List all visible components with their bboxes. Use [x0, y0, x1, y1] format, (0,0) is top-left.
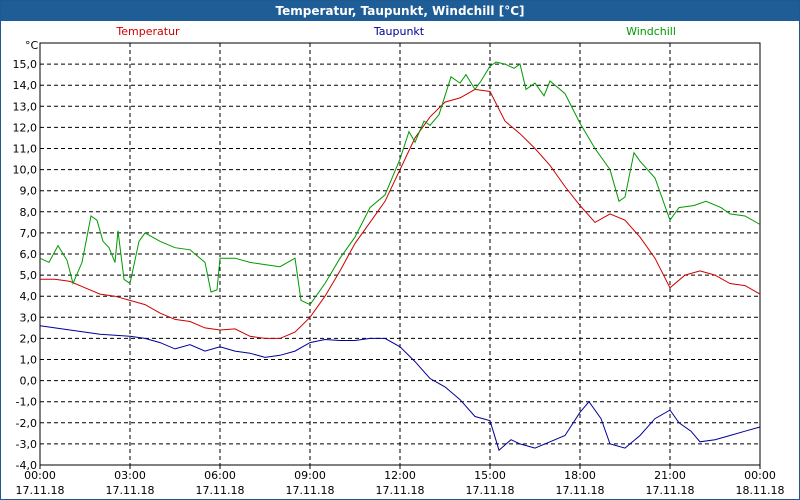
- series-lines: [39, 61, 761, 452]
- x-tick-date: 17.11.18: [376, 484, 425, 497]
- y-tick-label: 13,0: [13, 100, 38, 113]
- x-tick-time: 00:00: [24, 469, 56, 482]
- x-tick-date: 17.11.18: [16, 484, 65, 497]
- series-line-windchill: [39, 61, 761, 306]
- axes: [39, 42, 761, 469]
- y-tick-label: 5,0: [20, 269, 38, 282]
- x-tick-date: 17.11.18: [286, 484, 335, 497]
- legend-windchill: Windchill: [626, 25, 676, 38]
- x-tick-time: 18:00: [564, 469, 596, 482]
- x-tick-date: 17.11.18: [106, 484, 155, 497]
- y-axis-label: °C: [25, 39, 39, 52]
- y-tick-label: -2,0: [16, 417, 37, 430]
- y-tick-label: 15,0: [13, 58, 38, 71]
- x-tick-time: 06:00: [204, 469, 236, 482]
- x-tick-time: 12:00: [384, 469, 416, 482]
- series-line-temperatur: [40, 88, 761, 339]
- x-tick-time: 00:00: [744, 469, 776, 482]
- y-tick-label: 0,0: [20, 375, 38, 388]
- legend: Temperatur Taupunkt Windchill: [115, 25, 676, 38]
- y-tick-label: 6,0: [20, 248, 38, 261]
- y-tick-label: -4,0: [16, 459, 37, 472]
- x-tick-date: 17.11.18: [466, 484, 515, 497]
- x-tick-date: 17.11.18: [196, 484, 245, 497]
- x-tick-time: 21:00: [654, 469, 686, 482]
- grid-lines: [40, 43, 760, 465]
- y-tick-label: 9,0: [20, 185, 38, 198]
- y-tick-label: -1,0: [16, 396, 37, 409]
- x-tick-time: 09:00: [294, 469, 326, 482]
- chart-title: Temperatur, Taupunkt, Windchill [°C]: [1, 1, 799, 21]
- y-tick-label: 2,0: [20, 332, 38, 345]
- y-tick-label: 14,0: [13, 79, 38, 92]
- x-tick-date: 17.11.18: [646, 484, 695, 497]
- y-tick-label: 10,0: [13, 164, 38, 177]
- x-tick-date: 17.11.18: [556, 484, 605, 497]
- x-axis-ticks: 00:00 17.11.18 03:00 17.11.18 06:00 17.11.18 0…: [16, 469, 785, 497]
- y-tick-label: -3,0: [16, 438, 37, 451]
- y-tick-label: 12,0: [13, 121, 38, 134]
- x-tick-time: 03:00: [114, 469, 146, 482]
- legend-taupunkt: Taupunkt: [373, 25, 425, 38]
- x-tick-date: 18.11.18: [736, 484, 785, 497]
- y-tick-label: 4,0: [20, 290, 38, 303]
- legend-temperatur: Temperatur: [115, 25, 180, 38]
- y-tick-label: 3,0: [20, 311, 38, 324]
- y-tick-label: 8,0: [20, 206, 38, 219]
- y-tick-label: 11,0: [13, 143, 38, 156]
- series-line-taupunkt: [39, 325, 761, 452]
- x-tick-time: 15:00: [474, 469, 506, 482]
- y-tick-label: 1,0: [20, 354, 38, 367]
- y-tick-label: 7,0: [20, 227, 38, 240]
- y-axis-ticks: -4,0 -3,0 -2,0 -1,0 0,0 1,0 2,0 3,0 4,0 5,0 6,0 7,0…: [13, 58, 38, 472]
